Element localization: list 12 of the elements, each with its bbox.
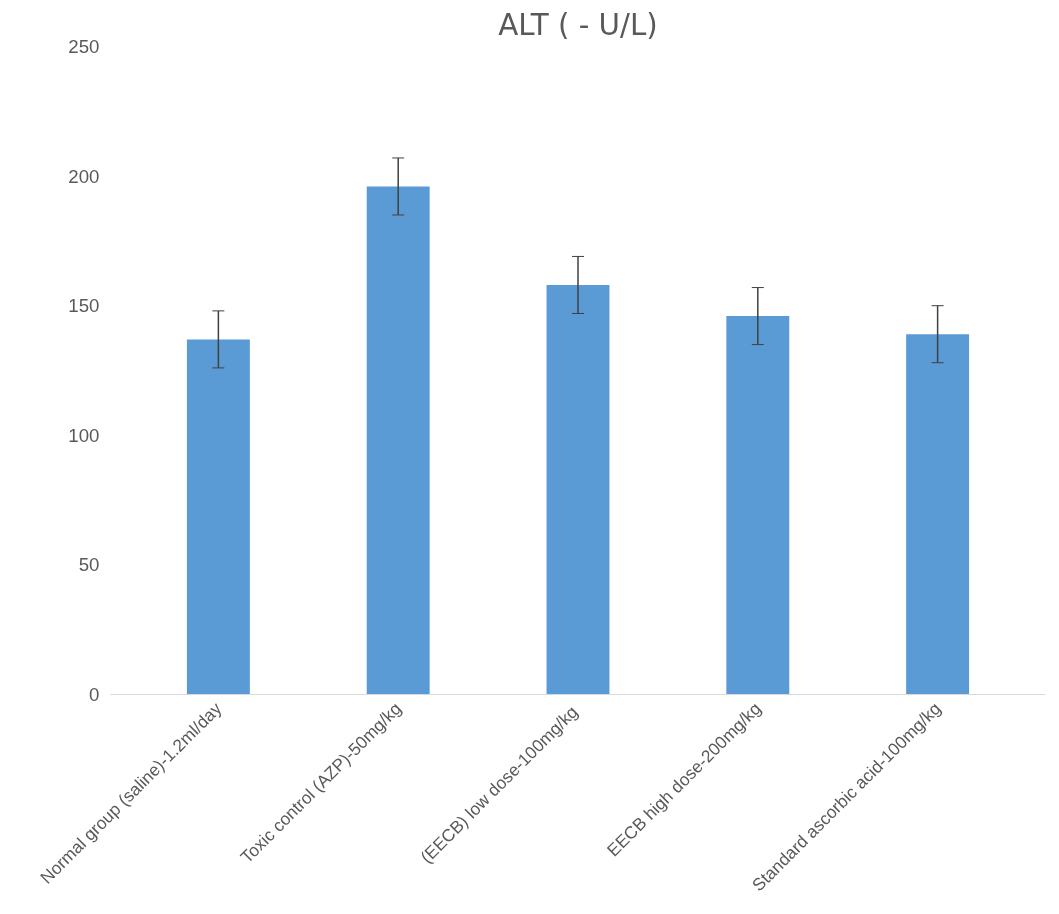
y-tick-label: 0 xyxy=(89,684,100,705)
y-tick-label: 250 xyxy=(68,36,100,57)
bar xyxy=(546,284,610,695)
y-tick-label: 200 xyxy=(68,165,100,187)
bar xyxy=(726,316,790,695)
y-tick-label: 150 xyxy=(68,295,100,317)
y-tick-label: 100 xyxy=(68,424,100,446)
chart-title: ALT ( - U/L) xyxy=(498,7,658,42)
bar xyxy=(906,334,970,695)
bar xyxy=(186,339,250,695)
bar xyxy=(366,186,430,695)
y-tick-label: 50 xyxy=(78,554,100,576)
